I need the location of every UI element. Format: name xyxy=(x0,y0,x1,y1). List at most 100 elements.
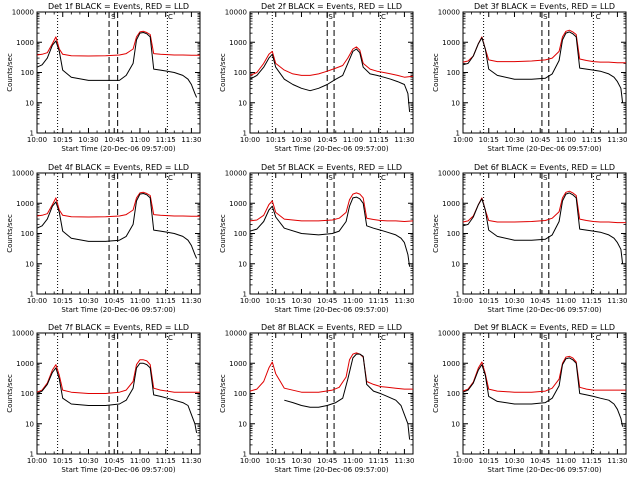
x-axis-label: Start Time (20-Dec-06 09:57:00) xyxy=(487,466,601,474)
x-tick-label: 11:30 xyxy=(607,297,627,305)
x-axis-label: Start Time (20-Dec-06 09:57:00) xyxy=(487,306,601,314)
x-tick-label: 10:00 xyxy=(240,136,260,144)
chart-title: Det 5f BLACK = Events, RED = LLD xyxy=(261,163,402,172)
x-tick-label: 11:00 xyxy=(556,297,576,305)
c-marker-label: C xyxy=(381,13,386,21)
y-tick-label: 10 xyxy=(451,260,460,268)
lld-series-line xyxy=(462,29,626,64)
x-axis-label: Start Time (20-Dec-06 09:57:00) xyxy=(61,306,175,314)
lld-series-line xyxy=(36,191,200,218)
events-series-line xyxy=(36,32,198,98)
y-tick-label: 10000 xyxy=(225,9,247,17)
x-tick-label: 10:30 xyxy=(291,457,311,465)
x-tick-label: 11:00 xyxy=(343,297,363,305)
x-tick-label: 10:15 xyxy=(53,297,73,305)
y-tick-label: 100 xyxy=(447,69,460,77)
s-marker-label: S xyxy=(328,334,333,342)
x-tick-label: 11:00 xyxy=(343,457,363,465)
x-tick-label: 11:15 xyxy=(369,457,389,465)
lld-series-line xyxy=(249,352,413,393)
y-tick-label: 100 xyxy=(21,69,34,77)
x-tick-label: 11:00 xyxy=(130,297,150,305)
chart-title: Det 2f BLACK = Events, RED = LLD xyxy=(261,2,402,11)
x-tick-label: 11:15 xyxy=(582,136,602,144)
events-series-line xyxy=(284,353,411,440)
x-tick-label: 11:15 xyxy=(156,457,176,465)
s-marker-label: S xyxy=(111,174,116,182)
x-tick-label: 10:45 xyxy=(104,297,124,305)
x-tick-label: 11:30 xyxy=(181,457,201,465)
y-tick-label: 10 xyxy=(25,420,34,428)
x-tick-label: 10:00 xyxy=(453,457,473,465)
x-tick-label: 10:15 xyxy=(53,457,73,465)
chart-panel: Det 2f BLACK = Events, RED = LLD 1 10 100 10… xyxy=(219,2,415,153)
x-tick-label: 10:30 xyxy=(291,297,311,305)
s-marker-label: S xyxy=(328,174,333,182)
events-series-line xyxy=(249,48,411,112)
x-tick-label: 10:15 xyxy=(266,457,286,465)
y-tick-label: 1000 xyxy=(442,39,460,47)
x-tick-label: 11:15 xyxy=(369,297,389,305)
s-marker-label: S xyxy=(328,13,333,21)
s-marker-label: S xyxy=(543,334,548,342)
y-tick-label: 1 xyxy=(456,291,460,299)
x-tick-label: 10:45 xyxy=(530,457,550,465)
x-tick-label: 11:30 xyxy=(394,457,414,465)
y-tick-label: 1 xyxy=(30,130,34,138)
events-series-line xyxy=(462,31,624,103)
chart-title: Det 4f BLACK = Events, RED = LLD xyxy=(48,163,189,172)
events-series-line xyxy=(462,357,624,427)
x-tick-label: 10:30 xyxy=(78,297,98,305)
c-marker-label: C xyxy=(596,13,601,21)
x-tick-label: 10:00 xyxy=(453,136,473,144)
x-tick-label: 11:15 xyxy=(156,297,176,305)
lld-series-line xyxy=(249,46,414,78)
y-tick-label: 1000 xyxy=(16,200,34,208)
y-axis-label: Counts/sec xyxy=(219,53,227,92)
y-tick-label: 1 xyxy=(243,291,247,299)
y-tick-label: 10 xyxy=(238,99,247,107)
y-tick-label: 10 xyxy=(25,260,34,268)
y-tick-label: 100 xyxy=(234,390,247,398)
y-axis-label: Counts/sec xyxy=(219,374,227,413)
x-tick-label: 11:00 xyxy=(130,457,150,465)
y-tick-label: 100 xyxy=(234,69,247,77)
chart-title: Det 9f BLACK = Events, RED = LLD xyxy=(474,323,615,332)
chart-panel: Det 1f BLACK = Events, RED = LLD 1 10 100 10… xyxy=(6,2,202,153)
events-series-line xyxy=(36,362,198,433)
y-tick-label: 10000 xyxy=(12,330,34,338)
x-tick-label: 11:00 xyxy=(556,457,576,465)
x-tick-label: 10:15 xyxy=(266,297,286,305)
c-marker-label: C xyxy=(168,174,173,182)
x-tick-label: 10:00 xyxy=(240,457,260,465)
y-tick-label: 1 xyxy=(456,451,460,459)
c-marker-label: C xyxy=(168,334,173,342)
x-axis-label: Start Time (20-Dec-06 09:57:00) xyxy=(274,145,388,153)
y-tick-label: 100 xyxy=(21,390,34,398)
x-tick-label: 10:45 xyxy=(104,457,124,465)
x-tick-label: 10:45 xyxy=(317,136,337,144)
y-tick-label: 1 xyxy=(456,130,460,138)
y-tick-label: 10000 xyxy=(225,330,247,338)
y-tick-label: 100 xyxy=(21,230,34,238)
x-tick-label: 11:15 xyxy=(156,136,176,144)
y-tick-label: 100 xyxy=(234,230,247,238)
y-tick-label: 1 xyxy=(30,451,34,459)
x-tick-label: 10:45 xyxy=(530,136,550,144)
c-marker-label: C xyxy=(596,174,601,182)
y-tick-label: 10 xyxy=(451,99,460,107)
y-tick-label: 1 xyxy=(243,451,247,459)
chart-title: Det 3f BLACK = Events, RED = LLD xyxy=(474,2,615,11)
x-tick-label: 10:45 xyxy=(317,457,337,465)
s-marker-label: S xyxy=(111,334,116,342)
y-tick-label: 10000 xyxy=(438,9,460,17)
x-tick-label: 11:15 xyxy=(582,457,602,465)
x-tick-label: 10:00 xyxy=(27,457,47,465)
chart-title: Det 1f BLACK = Events, RED = LLD xyxy=(48,2,189,11)
s-marker-label: S xyxy=(543,13,548,21)
y-tick-label: 10 xyxy=(238,260,247,268)
lld-series-line xyxy=(36,359,200,394)
x-tick-label: 10:30 xyxy=(504,136,524,144)
chart-panel: Det 9f BLACK = Events, RED = LLD 1 10 100 10… xyxy=(432,323,628,474)
